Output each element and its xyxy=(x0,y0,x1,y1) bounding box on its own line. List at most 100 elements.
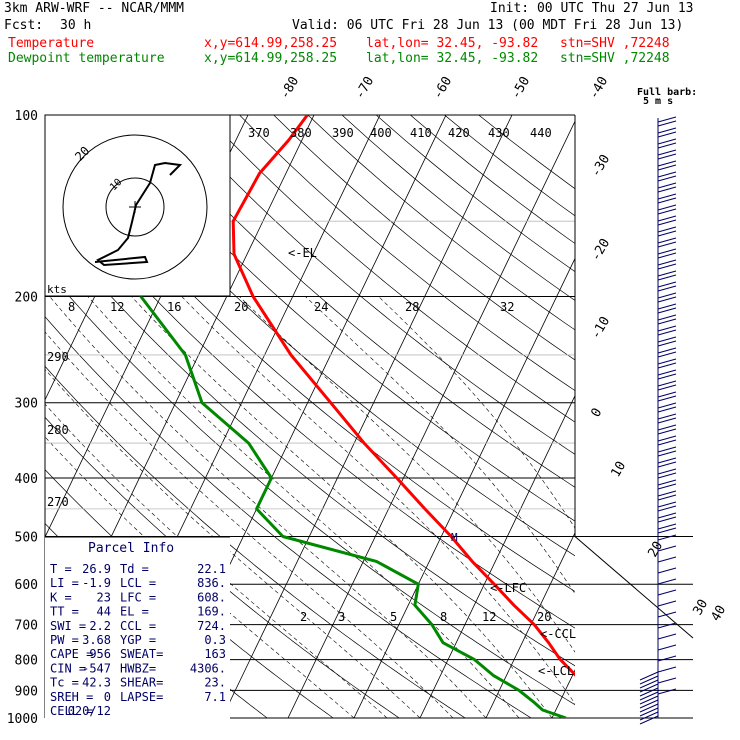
wind-barb xyxy=(657,263,677,270)
mixing-ratio-label: 24 xyxy=(314,300,328,314)
parcel-info-cell: K = xyxy=(50,590,72,604)
wind-barb xyxy=(657,237,677,244)
wind-barb xyxy=(657,428,677,435)
dry-adiabat-line xyxy=(239,115,575,392)
level-annotation: <-LCL xyxy=(538,664,574,678)
wind-barb xyxy=(657,215,677,222)
parcel-info-cell: SREH = xyxy=(50,690,93,704)
parcel-info-cell: Td = xyxy=(120,562,149,576)
pressure-tick-label: 200 xyxy=(15,291,38,306)
wind-barb xyxy=(657,534,677,541)
wind-barb xyxy=(657,351,677,358)
wind-barb xyxy=(657,340,677,347)
wind-barb xyxy=(657,688,677,695)
wind-barb xyxy=(657,303,677,310)
moist-adiabat-line xyxy=(378,296,575,529)
mixing-ratio-label: 12 xyxy=(482,610,496,624)
parcel-info-cell: SHEAR= xyxy=(120,676,163,690)
wind-barb xyxy=(639,671,659,681)
pressure-tick-label: 100 xyxy=(15,109,38,124)
wind-barb xyxy=(657,186,677,193)
isotherm-label: -20 xyxy=(588,236,613,264)
mixing-ratio-label: 8 xyxy=(440,610,447,624)
wind-barb xyxy=(657,336,677,343)
wind-barb xyxy=(639,695,659,705)
wind-barb xyxy=(657,512,677,519)
wind-barb xyxy=(657,358,677,365)
wind-barb xyxy=(657,483,677,490)
mixed-layer-marker: M xyxy=(451,531,458,544)
dry-adiabat-line xyxy=(45,365,466,718)
wind-barb xyxy=(657,589,677,596)
isotherm-line xyxy=(353,257,575,718)
parcel-info-cell: 020/12 xyxy=(68,704,111,718)
wind-barb xyxy=(657,439,677,446)
wind-barb xyxy=(657,116,677,123)
parcel-info-cell: CIN = xyxy=(50,661,86,675)
theta-label: 420 xyxy=(448,126,470,140)
wind-barb xyxy=(657,208,677,215)
valid-time: Valid: 06 UTC Fri 28 Jun 13 (00 MDT Fri … xyxy=(292,18,684,33)
wind-barb xyxy=(657,505,677,512)
wind-barb xyxy=(657,435,677,442)
mixing-ratio-label: 28 xyxy=(405,300,419,314)
parcel-info-cell: 42.3 xyxy=(82,676,111,690)
temperature-latlon: lat,lon= 32.45, -93.82 xyxy=(366,36,539,51)
wind-barb xyxy=(657,307,677,314)
level-annotation: <-EL xyxy=(288,246,317,260)
wind-barb xyxy=(657,395,677,402)
wind-barb xyxy=(657,193,677,200)
wind-barb xyxy=(657,204,677,211)
isotherm-label: -50 xyxy=(508,74,533,102)
isotherm-label: -40 xyxy=(586,74,611,102)
parcel-info-cell: EL = xyxy=(120,605,149,619)
wind-barb xyxy=(657,270,677,277)
mixing-ratio-label: 2 xyxy=(300,610,307,624)
wind-barb xyxy=(639,683,659,693)
wind-barb xyxy=(639,675,659,685)
isotherm-line xyxy=(684,115,740,718)
wind-barb xyxy=(657,120,677,127)
wind-barb xyxy=(657,501,677,508)
wind-barb xyxy=(657,138,677,145)
isotherm-label: 30 xyxy=(690,597,711,618)
wind-barb xyxy=(657,633,677,640)
parcel-info-cell: 0.3 xyxy=(204,633,226,647)
wind-barb xyxy=(657,461,677,468)
parcel-info-title: Parcel Info xyxy=(88,541,174,556)
wind-barb xyxy=(657,450,677,457)
wind-barb xyxy=(657,149,677,156)
dry-adiabat-line xyxy=(170,115,575,455)
parcel-info-cell: Tc = xyxy=(50,676,79,690)
wind-barb xyxy=(657,241,677,248)
wind-barb xyxy=(639,715,659,725)
wind-barb xyxy=(639,679,659,689)
isotherm-line xyxy=(287,120,575,718)
parcel-info-cell: 163 xyxy=(204,647,226,661)
isotherm-label: -10 xyxy=(588,314,613,342)
wind-barb xyxy=(657,259,677,266)
wind-barb xyxy=(657,373,677,380)
parcel-info-cell: CAPE = xyxy=(50,647,93,661)
parcel-info-cell: CCL = xyxy=(120,619,156,633)
isotherm-line xyxy=(419,394,575,718)
wind-barb xyxy=(657,230,677,237)
isotherm-label: 20 xyxy=(645,539,666,560)
mixing-ratio-label: 8 xyxy=(68,300,75,314)
wind-barb xyxy=(657,142,677,149)
wind-barb xyxy=(657,219,677,226)
mixing-ratio-label: 32 xyxy=(500,300,514,314)
isotherm-line xyxy=(618,115,740,718)
wind-barb xyxy=(657,285,677,292)
parcel-info-cell: 956 xyxy=(89,647,111,661)
moist-adiabat-line xyxy=(45,368,421,718)
mixing-ratio-label: 3 xyxy=(338,610,345,624)
wind-barb xyxy=(657,413,677,420)
theta-label: 370 xyxy=(248,126,270,140)
wind-barb xyxy=(657,406,677,413)
wind-barb xyxy=(657,402,677,409)
wind-barb xyxy=(657,281,677,288)
wind-barb xyxy=(639,707,659,717)
parcel-info-cell: 23. xyxy=(204,676,226,690)
moist-adiabat-line xyxy=(181,296,575,705)
